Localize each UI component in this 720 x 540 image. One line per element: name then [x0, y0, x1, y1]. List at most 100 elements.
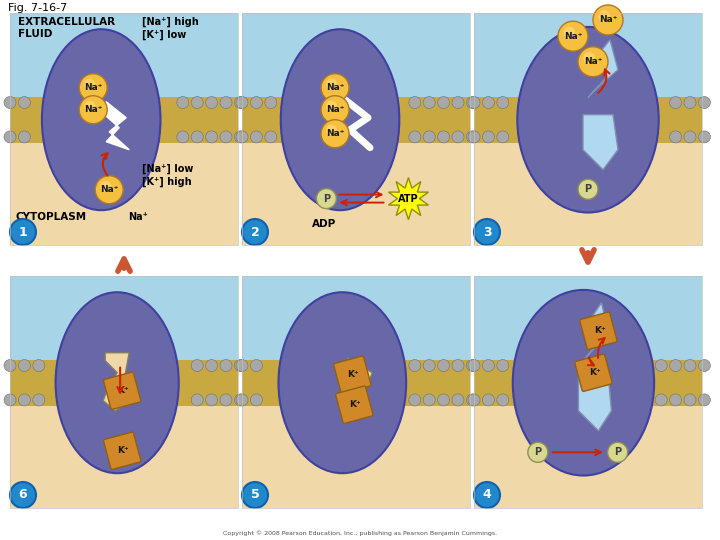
Circle shape: [79, 74, 107, 102]
Circle shape: [528, 442, 548, 462]
Circle shape: [558, 21, 588, 51]
Circle shape: [236, 97, 248, 109]
Circle shape: [467, 360, 478, 372]
Bar: [10, 276, 238, 508]
Circle shape: [236, 394, 248, 406]
Bar: [242, 276, 470, 508]
Circle shape: [698, 360, 711, 372]
Circle shape: [482, 97, 495, 109]
Circle shape: [655, 394, 667, 406]
Text: 6: 6: [19, 489, 27, 502]
Circle shape: [220, 97, 232, 109]
Polygon shape: [389, 178, 428, 220]
Circle shape: [474, 482, 500, 508]
Circle shape: [321, 120, 349, 148]
Text: 1: 1: [19, 226, 27, 239]
Circle shape: [84, 79, 95, 90]
Circle shape: [438, 360, 449, 372]
Circle shape: [321, 74, 349, 102]
Text: K⁺: K⁺: [593, 326, 606, 335]
Circle shape: [409, 394, 420, 406]
Bar: [242, 360, 470, 406]
Bar: [10, 360, 238, 406]
Circle shape: [242, 219, 268, 245]
Text: K⁺: K⁺: [589, 368, 600, 377]
Polygon shape: [588, 40, 618, 98]
Bar: [242, 97, 470, 143]
Circle shape: [265, 131, 276, 143]
Circle shape: [177, 131, 189, 143]
Circle shape: [467, 131, 478, 143]
Text: Na⁺: Na⁺: [84, 83, 102, 92]
Circle shape: [10, 219, 36, 245]
Circle shape: [33, 394, 45, 406]
Bar: [474, 360, 702, 406]
Text: ATP: ATP: [398, 194, 419, 204]
Ellipse shape: [42, 29, 161, 210]
Circle shape: [452, 360, 464, 372]
Circle shape: [578, 47, 608, 77]
Circle shape: [670, 97, 682, 109]
Circle shape: [4, 394, 16, 406]
Text: Na⁺: Na⁺: [326, 105, 344, 114]
Ellipse shape: [518, 27, 659, 213]
Circle shape: [84, 100, 95, 112]
FancyBboxPatch shape: [336, 386, 373, 423]
Bar: [474, 143, 702, 245]
Circle shape: [251, 394, 262, 406]
Circle shape: [497, 394, 509, 406]
Bar: [474, 406, 702, 508]
Circle shape: [423, 131, 435, 143]
Circle shape: [4, 97, 16, 109]
Bar: [10, 276, 238, 360]
Bar: [10, 13, 238, 245]
Bar: [474, 276, 702, 508]
Text: 4: 4: [482, 489, 491, 502]
Text: Fig. 7-16-7: Fig. 7-16-7: [8, 3, 67, 13]
Text: EXTRACELLULAR
FLUID: EXTRACELLULAR FLUID: [18, 17, 115, 39]
Circle shape: [468, 360, 480, 372]
Circle shape: [684, 360, 696, 372]
Circle shape: [326, 125, 337, 136]
Circle shape: [698, 131, 711, 143]
Circle shape: [423, 394, 435, 406]
Text: CYTOPLASM: CYTOPLASM: [15, 212, 86, 222]
Bar: [10, 406, 238, 508]
Ellipse shape: [55, 292, 179, 473]
Text: Na⁺: Na⁺: [326, 129, 344, 138]
Circle shape: [438, 97, 449, 109]
Circle shape: [192, 394, 203, 406]
Circle shape: [265, 97, 276, 109]
Text: P: P: [614, 447, 621, 457]
Circle shape: [423, 360, 435, 372]
Circle shape: [220, 360, 232, 372]
Circle shape: [19, 394, 30, 406]
Circle shape: [235, 97, 246, 109]
Circle shape: [698, 394, 711, 406]
Text: K⁺: K⁺: [348, 370, 359, 379]
Circle shape: [100, 180, 112, 192]
Circle shape: [206, 360, 217, 372]
Circle shape: [593, 5, 623, 35]
Bar: [242, 406, 470, 508]
Polygon shape: [102, 102, 129, 150]
Circle shape: [79, 96, 107, 124]
Bar: [474, 276, 702, 360]
Circle shape: [468, 97, 480, 109]
Ellipse shape: [281, 29, 400, 210]
Circle shape: [192, 360, 203, 372]
Circle shape: [220, 131, 232, 143]
Circle shape: [326, 79, 337, 90]
Circle shape: [206, 131, 217, 143]
Circle shape: [468, 131, 480, 143]
Text: P: P: [323, 194, 330, 204]
Polygon shape: [583, 303, 608, 361]
Text: Na⁺: Na⁺: [100, 185, 118, 194]
Circle shape: [251, 131, 262, 143]
Text: 3: 3: [482, 226, 491, 239]
Circle shape: [4, 360, 16, 372]
Bar: [242, 143, 470, 245]
Bar: [242, 276, 470, 360]
FancyBboxPatch shape: [333, 356, 371, 394]
Circle shape: [438, 131, 449, 143]
